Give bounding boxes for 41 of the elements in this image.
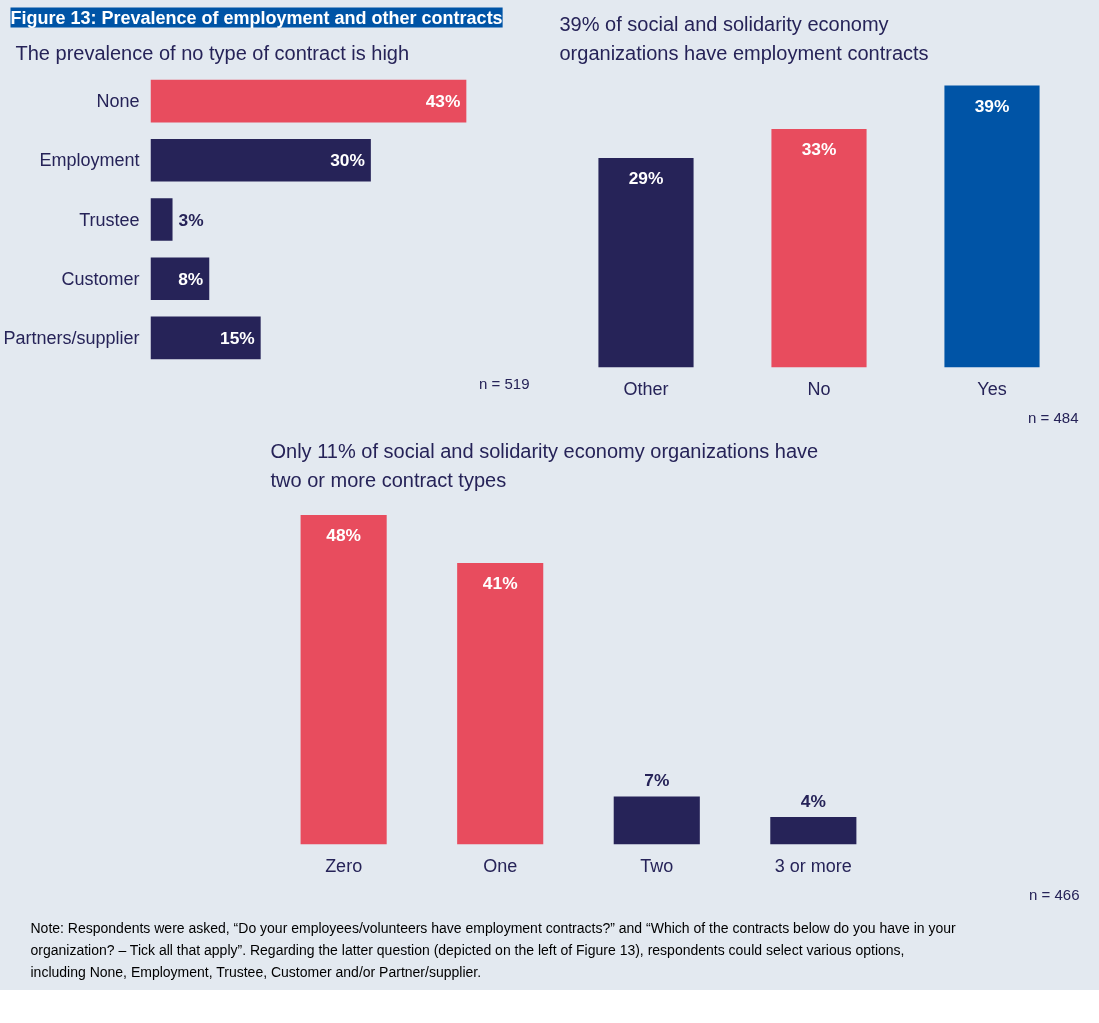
- y-tick-label: None: [96, 91, 140, 112]
- bar: [300, 514, 387, 845]
- y-tick-label: Partners/supplier: [3, 327, 140, 348]
- x-tick-label: Two: [640, 855, 674, 876]
- bar: [457, 563, 544, 845]
- bar: [150, 316, 261, 360]
- text: n = 466: [1029, 885, 1080, 903]
- bar: [150, 138, 371, 182]
- x-tick-label: Zero: [325, 855, 363, 876]
- data-label: 8%: [178, 268, 204, 289]
- chart-subtitle: The prevalence of no type of contract is high: [15, 42, 410, 64]
- data-label: 48%: [326, 524, 361, 545]
- chart-title: Only 11% of social and solidarity economy organizations have two or more contract types: [270, 440, 819, 491]
- chart-title: 39% of social and solidarity economy organizations have employment contracts: [559, 13, 929, 64]
- x-tick-label: One: [483, 855, 518, 876]
- text: Note: Respondents were asked, “Do your employees/volunteers have employment contracts?” and “Which of the contracts below do you have in your organization? – Tick all that apply”. Regarding the latter question (depicted on the left of Figure 13), respondents could select various options, including None, Employment, Trustee, Customer and/or Partner/supplier.: [30, 919, 957, 981]
- data-label: 3%: [178, 209, 204, 230]
- data-label: 7%: [644, 770, 670, 791]
- data-label: 4%: [800, 791, 826, 812]
- text: n = 484: [1028, 408, 1079, 426]
- data-label: 15%: [219, 327, 255, 348]
- chart-title: Figure 13: Prevalence of employment and other contracts: [10, 7, 503, 28]
- data-label: 39%: [974, 95, 1010, 116]
- y-tick-label: Customer: [61, 268, 140, 289]
- x-tick-label: Yes: [977, 378, 1007, 399]
- data-label: 29%: [628, 167, 664, 188]
- data-label: 43%: [425, 91, 461, 112]
- x-tick-label: No: [807, 378, 831, 399]
- y-tick-label: Trustee: [79, 209, 140, 230]
- bar: [150, 198, 173, 241]
- bar: [150, 79, 467, 123]
- data-label: 33%: [801, 138, 837, 159]
- bar: [770, 817, 857, 845]
- bar: [150, 257, 210, 301]
- x-tick-label: 3 or more: [774, 855, 852, 876]
- bar: [613, 796, 700, 845]
- text: n = 519: [479, 374, 530, 392]
- data-label: 30%: [330, 150, 365, 171]
- y-tick-label: Employment: [39, 150, 140, 171]
- x-tick-label: Other: [623, 378, 669, 399]
- data-label: 41%: [482, 573, 518, 594]
